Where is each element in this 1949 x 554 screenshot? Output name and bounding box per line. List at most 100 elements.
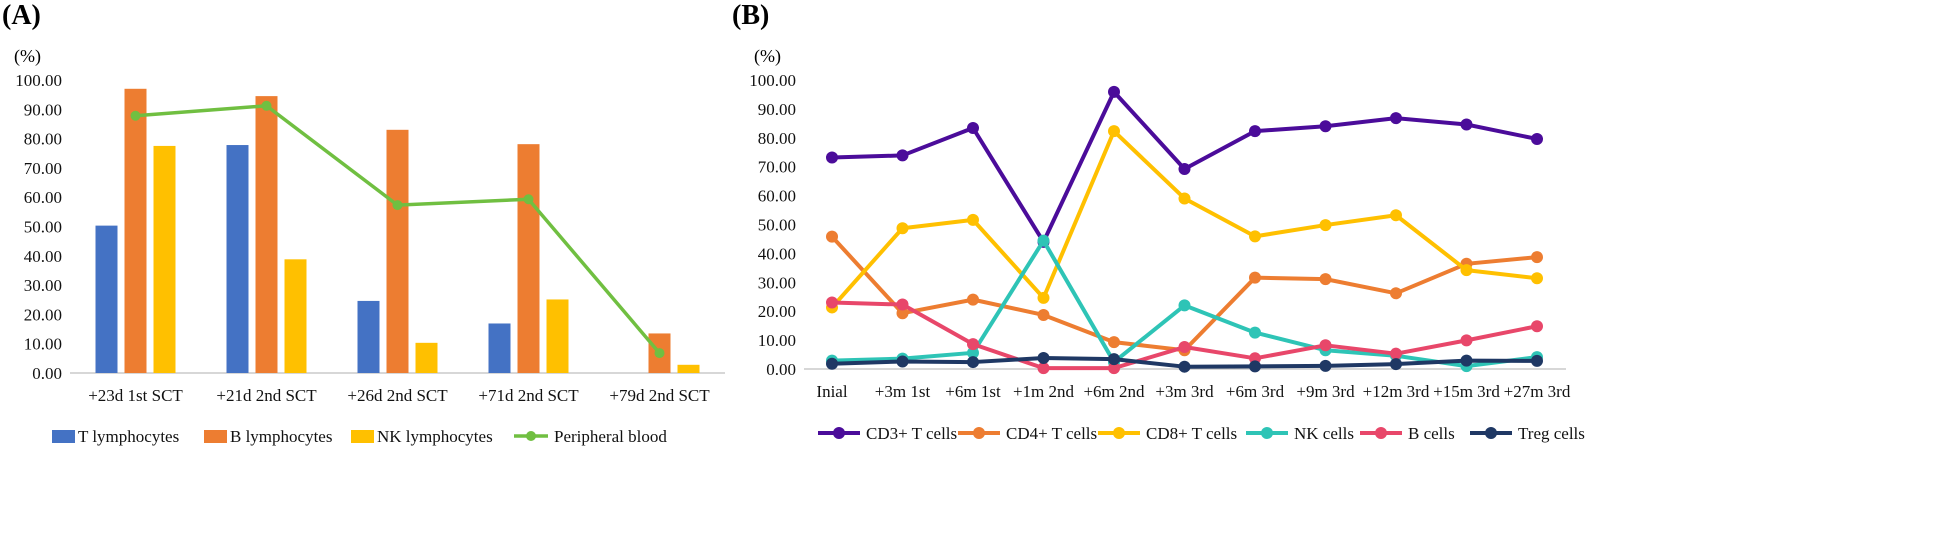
legend-label-cd8-t-cells: CD8+ T cells <box>1146 424 1237 443</box>
bar-b-lymphocytes <box>517 144 540 373</box>
point-cd8-t-cells <box>1249 230 1261 243</box>
y-tick-label: 20.00 <box>24 305 62 324</box>
point-cd3-t-cells <box>1319 120 1332 133</box>
point-cd8-t-cells <box>1319 219 1332 232</box>
point-cd8-t-cells <box>1390 209 1402 222</box>
x-category-label: +1m 2nd <box>1013 382 1075 401</box>
y-tick-label: 0.00 <box>766 360 796 379</box>
x-category-label: +9m 3rd <box>1296 382 1355 401</box>
x-category-label: +27m 3rd <box>1504 382 1571 401</box>
x-category-label: +23d 1st SCT <box>88 386 183 405</box>
panel-a-unit-label: (%) <box>14 46 41 67</box>
bar-t-lymphocytes <box>226 145 249 373</box>
legend-label-nk-lymphocytes: NK lymphocytes <box>377 427 493 446</box>
bar-nk-lymphocytes <box>546 299 569 373</box>
x-category-label: +3m 3rd <box>1155 382 1214 401</box>
point-treg-cells <box>1178 360 1191 373</box>
panel-b-legend: CD3+ T cells CD4+ T cells CD8+ T cells NK c… <box>818 424 1585 443</box>
y-tick-label: 20.00 <box>758 302 796 321</box>
x-category-label: Inial <box>816 382 847 401</box>
y-tick-label: 40.00 <box>24 247 62 266</box>
point-treg-cells <box>1390 358 1402 371</box>
y-tick-label: 70.00 <box>24 159 62 178</box>
point-cd3-t-cells <box>1249 125 1261 138</box>
point-cd4-t-cells <box>1249 271 1261 284</box>
legend-marker-cd8-t-cells <box>1113 427 1125 439</box>
point-cd8-t-cells <box>1037 291 1050 304</box>
bar-nk-lymphocytes <box>415 342 438 373</box>
legend-label-cd3-t-cells: CD3+ T cells <box>866 424 957 443</box>
x-category-label: +6m 2nd <box>1083 382 1145 401</box>
y-tick-label: 80.00 <box>24 130 62 149</box>
point-nk-cells <box>1037 234 1050 247</box>
point-peripheral-blood <box>130 110 141 121</box>
x-category-label: +6m 1st <box>945 382 1001 401</box>
point-cd8-t-cells <box>1108 125 1120 138</box>
x-category-label: +71d 2nd SCT <box>478 386 579 405</box>
y-tick-label: 30.00 <box>24 276 62 295</box>
point-treg-cells <box>1319 359 1332 372</box>
point-cd8-t-cells <box>967 213 979 226</box>
y-tick-label: 40.00 <box>758 244 796 263</box>
y-tick-label: 60.00 <box>758 187 796 206</box>
panel-b-label: (B) <box>732 0 769 31</box>
point-cd4-t-cells <box>1037 308 1050 321</box>
y-tick-label: 100.00 <box>749 71 796 90</box>
point-cd3-t-cells <box>967 121 979 134</box>
point-cd8-t-cells <box>1460 264 1473 277</box>
legend-label-cd4-t-cells: CD4+ T cells <box>1006 424 1097 443</box>
y-tick-label: 90.00 <box>758 100 796 119</box>
legend-marker-nk-cells <box>1261 427 1273 439</box>
point-cd8-t-cells <box>896 222 909 235</box>
bar-t-lymphocytes <box>95 225 118 373</box>
y-tick-label: 100.00 <box>15 71 62 90</box>
y-tick-label: 70.00 <box>758 158 796 177</box>
y-tick-label: 10.00 <box>758 331 796 350</box>
point-cd4-t-cells <box>967 293 979 306</box>
legend-swatch-nk-lymphocytes <box>351 430 374 443</box>
point-b-cells <box>1108 362 1120 375</box>
point-cd3-t-cells <box>896 149 909 162</box>
x-category-label: +12m 3rd <box>1363 382 1430 401</box>
point-b-cells <box>826 296 838 309</box>
panel-b-unit-label: (%) <box>754 46 781 67</box>
line-cd8-t-cells <box>830 129 1538 309</box>
point-treg-cells <box>1108 353 1120 366</box>
bar-nk-lymphocytes <box>284 259 307 373</box>
y-tick-label: 90.00 <box>24 100 62 119</box>
point-cd3-t-cells <box>826 151 838 164</box>
bar-nk-lymphocytes <box>153 145 176 373</box>
point-treg-cells <box>1460 354 1473 367</box>
legend-marker-treg-cells <box>1485 427 1497 439</box>
x-category-label: +3m 1st <box>875 382 931 401</box>
point-treg-cells <box>967 356 979 369</box>
point-cd8-t-cells <box>1531 272 1543 285</box>
panel-a-label: (A) <box>2 0 41 31</box>
point-b-cells <box>896 298 909 311</box>
point-b-cells <box>1390 347 1402 360</box>
point-nk-cells <box>1178 299 1191 312</box>
point-b-cells <box>967 338 979 351</box>
point-cd4-t-cells <box>826 230 838 243</box>
bar-b-lymphocytes <box>124 88 147 373</box>
y-tick-label: 30.00 <box>758 273 796 292</box>
point-cd3-t-cells <box>1390 112 1402 125</box>
x-category-label: +26d 2nd SCT <box>347 386 448 405</box>
point-treg-cells <box>1531 354 1543 367</box>
point-treg-cells <box>1037 352 1050 365</box>
x-category-label: +15m 3rd <box>1433 382 1500 401</box>
y-tick-label: 50.00 <box>758 216 796 235</box>
x-category-label: +79d 2nd SCT <box>609 386 710 405</box>
panel-b-chart: 0.00 10.00 20.00 30.00 40.00 50.00 60.00 70.00 8… <box>749 71 1571 401</box>
point-b-cells <box>1319 339 1332 352</box>
point-cd3-t-cells <box>1531 132 1543 145</box>
y-tick-label: 50.00 <box>24 218 62 237</box>
point-cd3-t-cells <box>1460 118 1473 131</box>
legend-marker-peripheral-blood <box>526 431 536 441</box>
point-treg-cells <box>826 357 838 370</box>
panel-a-chart: 0.00 10.00 20.00 30.00 40.00 50.00 60.00 70.00 8… <box>15 71 725 405</box>
line-cd4-t-cells <box>830 235 1538 353</box>
bar-t-lymphocytes <box>357 300 380 373</box>
point-b-cells <box>1037 362 1050 375</box>
